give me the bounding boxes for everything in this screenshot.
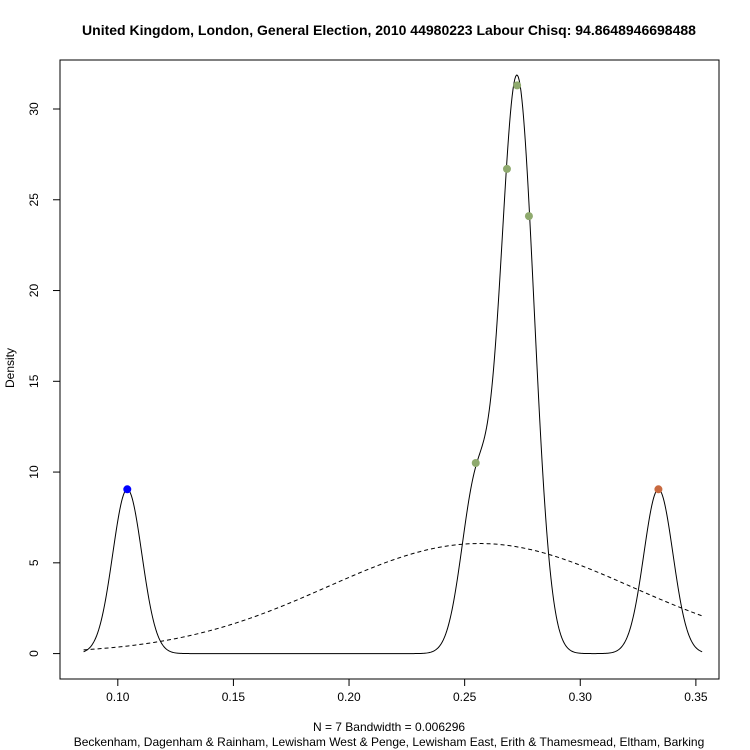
y-axis: 0 5 10 15 20 25 30	[27, 102, 61, 657]
data-point	[502, 164, 511, 173]
x-tick-label: 0.30	[569, 690, 593, 704]
x-tick-label: 0.15	[222, 690, 246, 704]
data-point	[654, 485, 663, 494]
x-tick-label: 0.35	[684, 690, 708, 704]
y-tick-label: 30	[27, 102, 41, 116]
plot-frame	[59, 59, 720, 680]
y-axis-label: Density	[3, 348, 17, 388]
y-tick-label: 25	[27, 193, 41, 207]
x-tick-label: 0.10	[106, 690, 130, 704]
data-point	[524, 212, 533, 221]
data-point	[471, 458, 480, 467]
y-tick-label: 20	[27, 284, 41, 298]
x-axis: 0.10 0.15 0.20 0.25 0.30 0.35	[106, 678, 708, 704]
y-tick-label: 10	[27, 465, 41, 479]
x-axis-label-bandwidth: N = 7 Bandwidth = 0.006296	[313, 720, 465, 734]
x-tick-label: 0.25	[453, 690, 477, 704]
y-tick-label: 5	[27, 559, 41, 566]
x-tick-label: 0.20	[337, 690, 361, 704]
y-tick-label: 0	[27, 650, 41, 657]
data-point	[513, 81, 522, 90]
normal-reference-curve	[83, 543, 703, 651]
x-axis-label-constituencies: Beckenham, Dagenham & Rainham, Lewisham …	[74, 735, 705, 749]
data-point	[123, 485, 132, 494]
density-curve	[83, 74, 703, 655]
y-tick-label: 15	[27, 374, 41, 388]
data-points	[123, 81, 663, 494]
chart-title: United Kingdom, London, General Election…	[82, 22, 696, 38]
